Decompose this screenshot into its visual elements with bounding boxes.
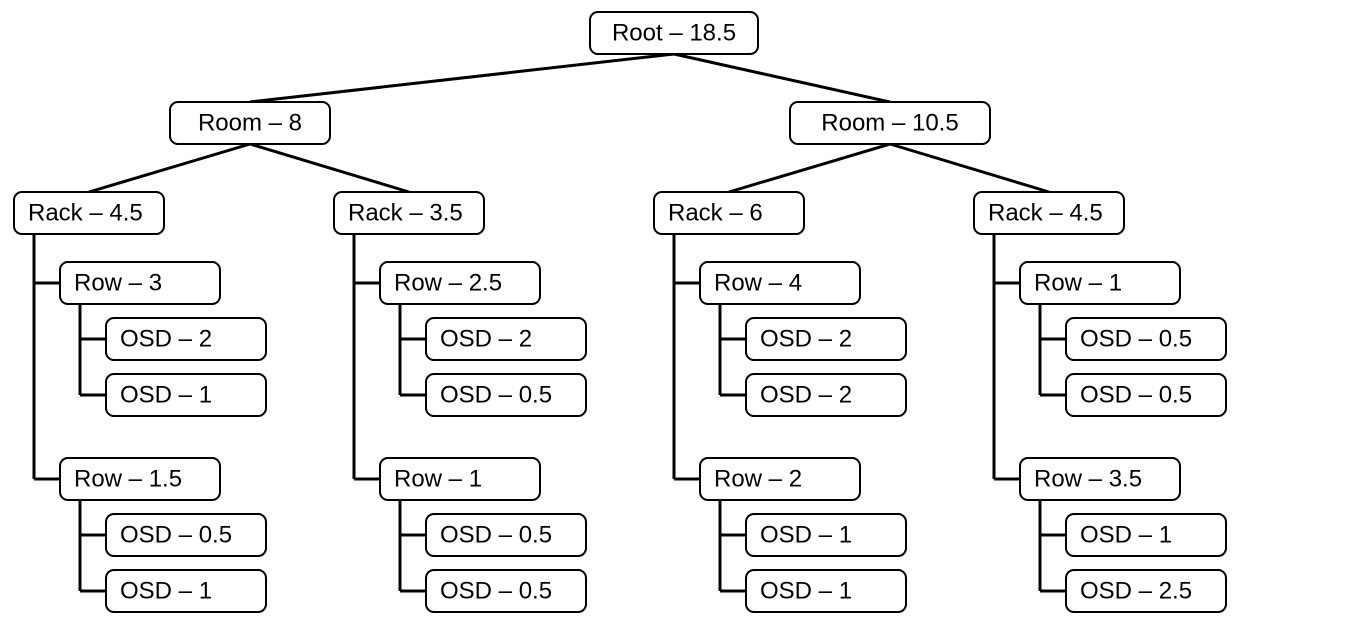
tree-node: OSD – 0.5 [1066, 318, 1226, 360]
tree-node: Row – 3 [60, 262, 220, 304]
tree-edge [890, 144, 1049, 192]
tree-node: Room – 10.5 [790, 102, 990, 144]
tree-node: OSD – 0.5 [106, 514, 266, 556]
tree-node: Row – 1.5 [60, 458, 220, 500]
tree-node-label: OSD – 1 [1080, 521, 1172, 548]
tree-node-label: OSD – 2 [440, 325, 532, 352]
tree-node-label: Row – 2 [714, 465, 802, 492]
tree-node-label: OSD – 0.5 [440, 521, 552, 548]
tree-node: OSD – 2 [746, 374, 906, 416]
tree-node-label: OSD – 0.5 [120, 521, 232, 548]
tree-node-label: OSD – 1 [120, 577, 212, 604]
tree-node-label: Room – 8 [198, 109, 302, 136]
tree-edge [250, 144, 409, 192]
tree-node-label: Row – 1 [394, 465, 482, 492]
tree-node: OSD – 2 [426, 318, 586, 360]
tree-node-label: Rack – 3.5 [348, 199, 463, 226]
tree-node-label: OSD – 0.5 [1080, 381, 1192, 408]
tree-node: OSD – 1 [746, 570, 906, 612]
tree-node: Row – 4 [700, 262, 860, 304]
tree-node: OSD – 0.5 [426, 514, 586, 556]
tree-node-label: OSD – 0.5 [1080, 325, 1192, 352]
tree-node: Row – 1 [1020, 262, 1180, 304]
tree-node-label: OSD – 1 [120, 381, 212, 408]
tree-node: OSD – 2 [106, 318, 266, 360]
tree-node: OSD – 0.5 [1066, 374, 1226, 416]
tree-node-label: OSD – 2.5 [1080, 577, 1192, 604]
tree-node: OSD – 0.5 [426, 374, 586, 416]
tree-node-label: Rack – 4.5 [28, 199, 143, 226]
tree-node-label: Row – 4 [714, 269, 802, 296]
tree-node: OSD – 1 [746, 514, 906, 556]
tree-node-label: OSD – 2 [760, 325, 852, 352]
tree-node: Row – 2.5 [380, 262, 540, 304]
tree-node-label: OSD – 1 [760, 521, 852, 548]
tree-edge [674, 54, 890, 102]
tree-node-label: Root – 18.5 [612, 19, 736, 46]
tree-node-label: OSD – 0.5 [440, 381, 552, 408]
tree-node: OSD – 1 [1066, 514, 1226, 556]
tree-node: Rack – 4.5 [14, 192, 164, 234]
tree-edge [729, 144, 890, 192]
tree-node: Room – 8 [170, 102, 330, 144]
tree-node: Row – 1 [380, 458, 540, 500]
tree-node: OSD – 1 [106, 570, 266, 612]
tree-node: Rack – 3.5 [334, 192, 484, 234]
tree-node: Rack – 6 [654, 192, 804, 234]
tree-node: OSD – 2.5 [1066, 570, 1226, 612]
tree-node-label: Row – 3 [74, 269, 162, 296]
tree-node: Row – 2 [700, 458, 860, 500]
tree-node-label: Room – 10.5 [821, 109, 958, 136]
tree-node: Rack – 4.5 [974, 192, 1124, 234]
tree-node-label: OSD – 0.5 [440, 577, 552, 604]
tree-node: Root – 18.5 [590, 12, 758, 54]
tree-node-label: Row – 2.5 [394, 269, 502, 296]
nodes-layer: Root – 18.5 Room – 8 Room – 10.5 Rack – 4.5… [14, 12, 1226, 612]
tree-node-label: OSD – 2 [760, 381, 852, 408]
tree-edge [250, 54, 674, 102]
tree-node-label: OSD – 2 [120, 325, 212, 352]
tree-node: OSD – 2 [746, 318, 906, 360]
tree-node-label: Rack – 4.5 [988, 199, 1103, 226]
tree-node-label: Rack – 6 [668, 199, 763, 226]
hierarchy-tree-diagram: Root – 18.5 Room – 8 Room – 10.5 Rack – 4.5… [0, 0, 1347, 642]
tree-node: Row – 3.5 [1020, 458, 1180, 500]
tree-node-label: OSD – 1 [760, 577, 852, 604]
tree-edge [89, 144, 250, 192]
tree-node-label: Row – 3.5 [1034, 465, 1142, 492]
tree-node: OSD – 0.5 [426, 570, 586, 612]
tree-node-label: Row – 1.5 [74, 465, 182, 492]
tree-node-label: Row – 1 [1034, 269, 1122, 296]
tree-node: OSD – 1 [106, 374, 266, 416]
